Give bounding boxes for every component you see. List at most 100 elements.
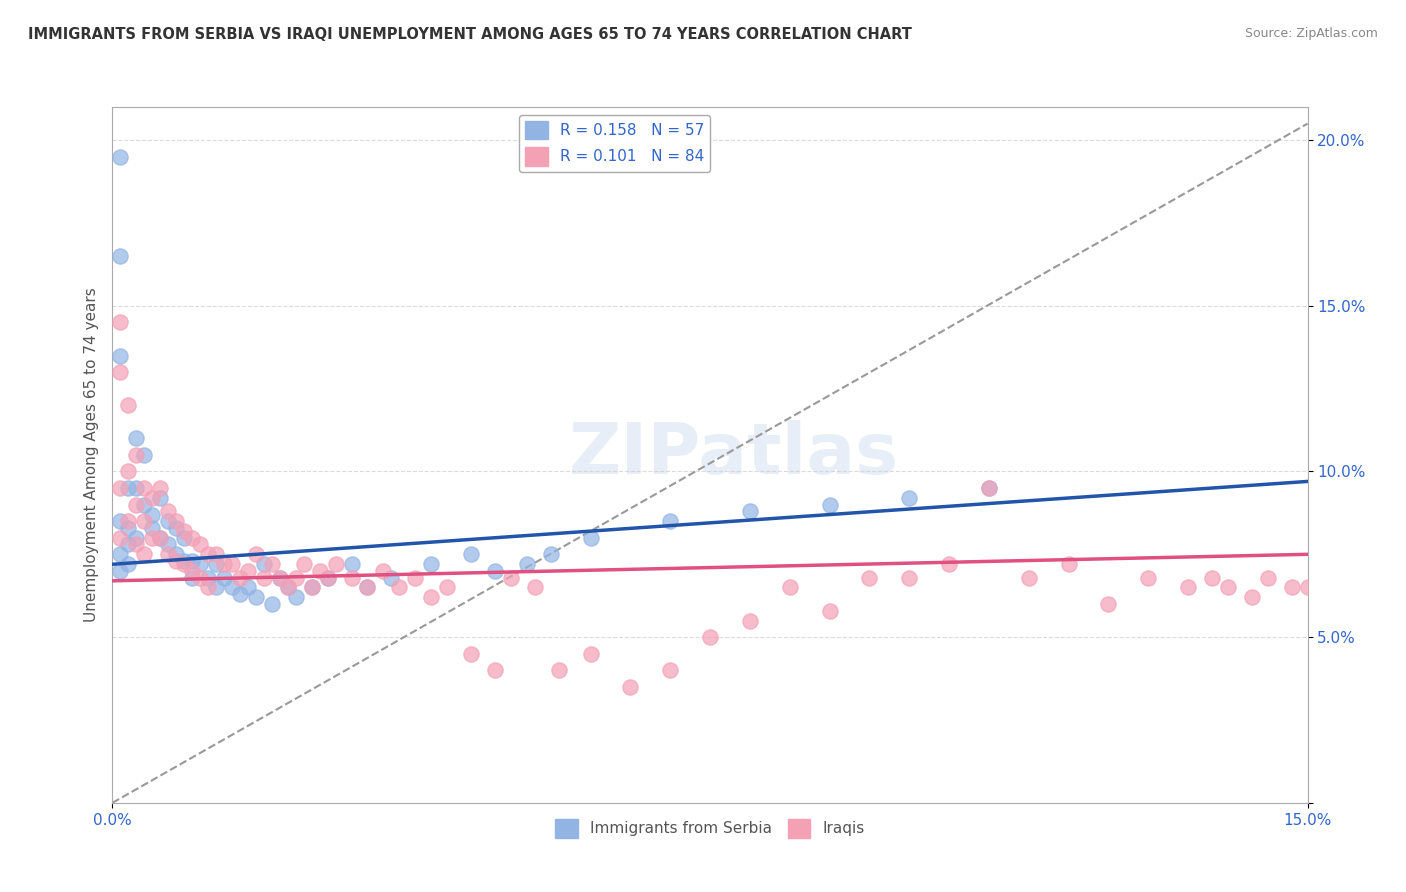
Point <box>117 514 139 528</box>
Point <box>245 591 267 605</box>
Point <box>141 531 163 545</box>
Point <box>1336 597 1358 611</box>
Point <box>540 547 562 561</box>
Point <box>205 581 228 595</box>
Point <box>388 581 411 595</box>
Point <box>110 514 132 528</box>
Point <box>316 570 339 584</box>
Point <box>181 554 204 568</box>
Point <box>818 498 841 512</box>
Point <box>157 514 180 528</box>
Point <box>484 564 506 578</box>
Point <box>117 481 139 495</box>
Point <box>1320 581 1343 595</box>
Point <box>110 531 132 545</box>
Point <box>1201 570 1223 584</box>
Point <box>117 521 139 535</box>
Point <box>110 481 132 495</box>
Point <box>308 564 330 578</box>
Point <box>340 558 363 572</box>
Point <box>938 558 960 572</box>
Point <box>117 537 139 551</box>
Point <box>245 547 267 561</box>
Point <box>1018 570 1040 584</box>
Point <box>436 581 458 595</box>
Point <box>284 591 307 605</box>
Point <box>659 663 682 677</box>
Point <box>977 481 1000 495</box>
Point <box>134 547 156 561</box>
Point <box>316 570 339 584</box>
Point <box>1257 570 1279 584</box>
Point <box>212 570 235 584</box>
Point <box>547 663 569 677</box>
Point <box>157 547 180 561</box>
Point <box>149 481 172 495</box>
Point <box>1296 581 1319 595</box>
Point <box>149 531 172 545</box>
Point <box>134 498 156 512</box>
Point <box>141 521 163 535</box>
Point <box>205 558 228 572</box>
Point <box>125 498 148 512</box>
Point <box>110 365 132 379</box>
Point <box>269 570 291 584</box>
Point <box>420 558 443 572</box>
Point <box>373 564 395 578</box>
Point <box>260 597 283 611</box>
Point <box>205 547 228 561</box>
Point <box>125 481 148 495</box>
Point <box>134 448 156 462</box>
Point <box>188 558 211 572</box>
Point <box>738 504 761 518</box>
Point <box>325 558 347 572</box>
Point <box>110 547 132 561</box>
Point <box>197 581 219 595</box>
Point <box>1177 581 1199 595</box>
Point <box>253 558 276 572</box>
Point <box>173 531 195 545</box>
Point <box>1312 591 1334 605</box>
Point <box>1216 581 1239 595</box>
Point <box>236 581 259 595</box>
Point <box>340 570 363 584</box>
Point <box>301 581 323 595</box>
Text: Source: ZipAtlas.com: Source: ZipAtlas.com <box>1244 27 1378 40</box>
Point <box>277 581 299 595</box>
Point <box>165 554 187 568</box>
Point <box>141 491 163 505</box>
Point <box>188 570 211 584</box>
Point <box>173 524 195 538</box>
Point <box>356 581 378 595</box>
Point <box>110 249 132 263</box>
Point <box>420 591 443 605</box>
Point <box>110 150 132 164</box>
Point <box>221 581 243 595</box>
Point <box>516 558 538 572</box>
Point <box>659 514 682 528</box>
Point <box>134 514 156 528</box>
Point <box>236 564 259 578</box>
Point <box>157 504 180 518</box>
Point <box>579 531 602 545</box>
Legend: Immigrants from Serbia, Iraqis: Immigrants from Serbia, Iraqis <box>548 813 872 844</box>
Point <box>738 614 761 628</box>
Y-axis label: Unemployment Among Ages 65 to 74 years: Unemployment Among Ages 65 to 74 years <box>83 287 98 623</box>
Point <box>197 547 219 561</box>
Point <box>253 570 276 584</box>
Point <box>484 663 506 677</box>
Point <box>380 570 402 584</box>
Point <box>579 647 602 661</box>
Point <box>356 581 378 595</box>
Point <box>277 581 299 595</box>
Point <box>1097 597 1119 611</box>
Point <box>1344 604 1367 618</box>
Point <box>181 531 204 545</box>
Point <box>125 531 148 545</box>
Point <box>181 570 204 584</box>
Point <box>1240 591 1263 605</box>
Point <box>460 547 482 561</box>
Point <box>229 570 252 584</box>
Point <box>1057 558 1080 572</box>
Point <box>165 521 187 535</box>
